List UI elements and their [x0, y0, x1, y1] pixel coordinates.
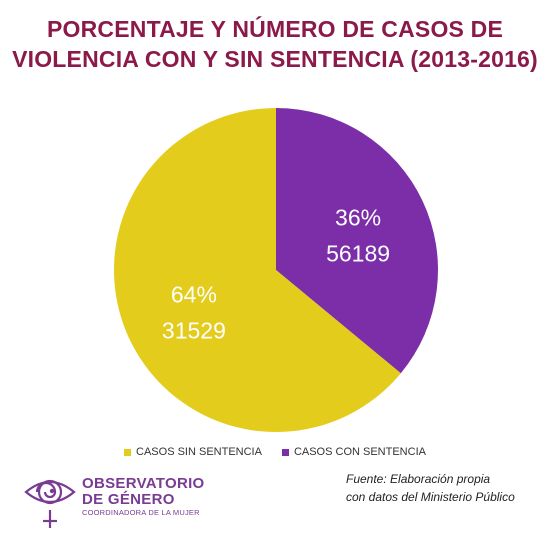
source-note: Fuente: Elaboración propia con datos del… [346, 470, 515, 506]
pie-value-label-casos-sin-sentencia: 31529 [162, 318, 226, 344]
chart-title: PORCENTAJE Y NÚMERO DE CASOS DE VIOLENCI… [0, 14, 550, 74]
logo-text: OBSERVATORIO DE GÉNERO COORDINADORA DE L… [82, 476, 205, 518]
logo-line1: OBSERVATORIO [82, 475, 205, 492]
legend-item-con-sentencia: CASOS CON SENTENCIA [281, 446, 426, 458]
logo-line3: COORDINADORA DE LA MUJER [82, 508, 200, 517]
legend-swatch-sin-sentencia [124, 448, 132, 456]
legend-item-sin-sentencia: CASOS SIN SENTENCIA [124, 446, 262, 458]
pie-labels: 36% 56189 64% 31529 [162, 204, 390, 343]
pie-slice-casos-sin-sentencia [114, 108, 401, 433]
source-line1: Fuente: Elaboración propia [346, 472, 491, 486]
pie-percent-label-casos-sin-sentencia: 64% [171, 282, 217, 308]
chart-title-line2: VIOLENCIA CON Y SIN SENTENCIA (2013-2016… [12, 46, 538, 72]
source-line2: con datos del Ministerio Público [346, 490, 515, 504]
pie-slices [114, 108, 438, 433]
pie-slice-casos-con-sentencia [276, 108, 438, 374]
pie-value-label-casos-con-sentencia: 56189 [326, 240, 390, 266]
logo-line2: DE GÉNERO [82, 491, 175, 508]
legend-swatch-con-sentencia [281, 448, 289, 456]
pie-percent-label-casos-con-sentencia: 36% [335, 204, 381, 230]
chart-legend: CASOS SIN SENTENCIA CASOS CON SENTENCIA [0, 446, 550, 458]
legend-label-sin-sentencia: CASOS SIN SENTENCIA [136, 446, 262, 458]
observatorio-logo: OBSERVATORIO DE GÉNERO COORDINADORA DE L… [22, 470, 212, 530]
chart-title-line1: PORCENTAJE Y NÚMERO DE CASOS DE [46, 16, 504, 42]
eye-venus-icon [24, 479, 76, 528]
legend-label-con-sentencia: CASOS CON SENTENCIA [293, 446, 426, 458]
